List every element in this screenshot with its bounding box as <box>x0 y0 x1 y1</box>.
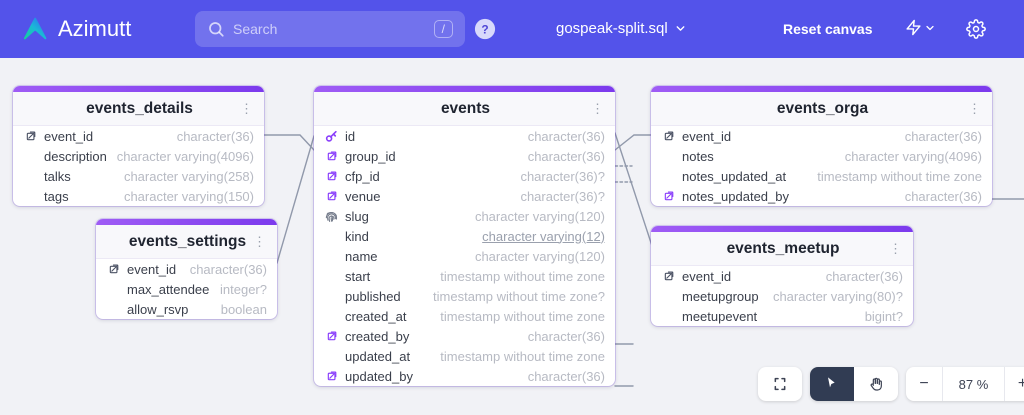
svg-text:?: ? <box>481 22 488 36</box>
